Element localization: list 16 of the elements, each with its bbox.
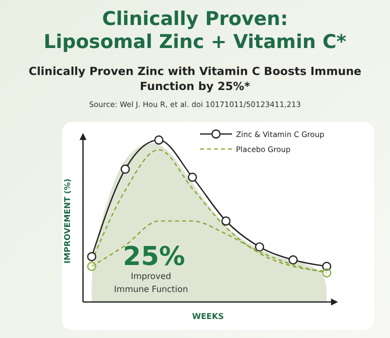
- point: [221, 216, 231, 226]
- chart-subtitle: Clinically Proven Zinc with Vitamin C Boosts Immune Function by 25%*: [28, 65, 362, 93]
- x-axis-title: WEEKS: [192, 312, 224, 321]
- point: [154, 135, 164, 145]
- annotation: 25%: [122, 242, 186, 272]
- point: [188, 172, 198, 182]
- point: [322, 268, 332, 278]
- point: [288, 255, 298, 264]
- point: [87, 262, 96, 271]
- annotation: Improved Immune Function: [114, 272, 188, 295]
- chart-title: Clinically Proven: Liposomal Zinc + Vitamin C*: [44, 8, 346, 53]
- y-axis-title: IMPROVEMENT (%): [63, 178, 72, 264]
- point: [322, 262, 332, 271]
- point: [120, 164, 130, 174]
- point: [254, 242, 264, 252]
- point: [87, 252, 96, 262]
